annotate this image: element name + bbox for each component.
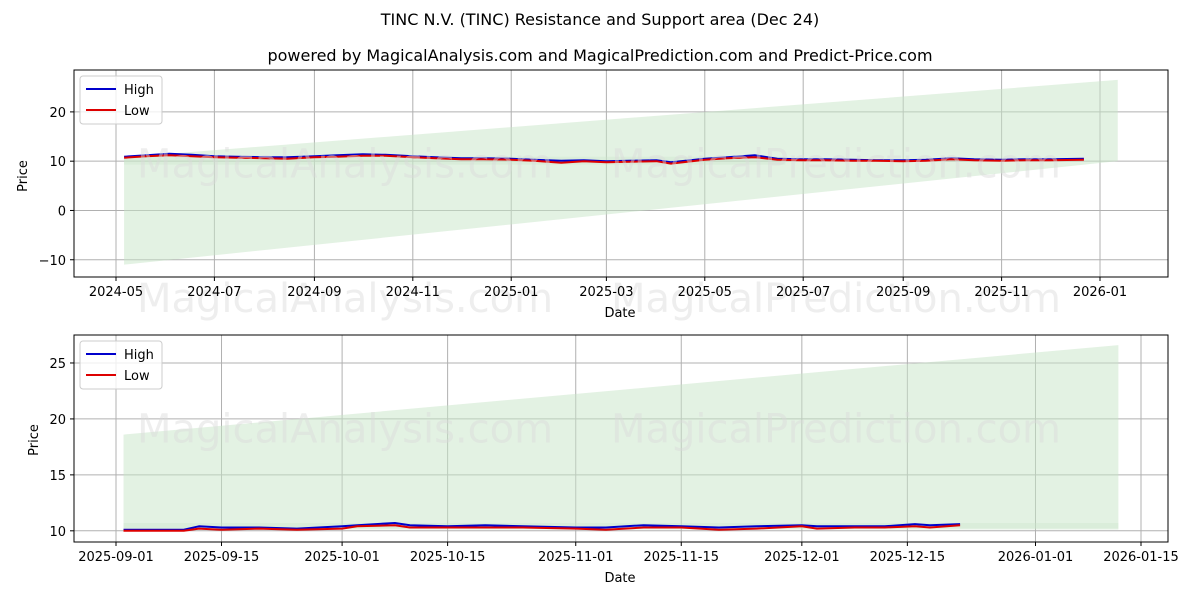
watermark-magicalanalysis: MagicalAnalysis.com [137, 142, 553, 188]
bottom-y-axis: 25 20 15 10 [49, 357, 74, 540]
bottom-x-axis-label: Date [604, 571, 635, 586]
top-chart: MagicalAnalysis.com MagicalPrediction.com… [16, 69, 1169, 323]
top-plot-frame [73, 69, 1169, 278]
x-tick-label: 2026-01-15 [1103, 550, 1179, 565]
x-tick-label: 2026-01-01 [998, 550, 1074, 565]
y-tick-label: 20 [49, 413, 66, 428]
top-price-lines [124, 152, 1084, 165]
y-tick-label: 25 [49, 357, 66, 372]
bottom-chart: MagicalAnalysis.com MagicalPrediction.com… [27, 334, 1179, 586]
x-tick-label: 2025-11-01 [538, 550, 614, 565]
resistance-support-area [123, 345, 1119, 529]
top-legend-high-label: High [124, 83, 154, 98]
watermark-magicalprediction-lower: MagicalPrediction.com [611, 276, 1061, 322]
low-price-line [123, 524, 961, 532]
y-tick-label: 10 [49, 525, 66, 540]
resistance-support-area [124, 79, 1118, 265]
top-legend-low-label: Low [124, 104, 150, 119]
x-tick-label: 2025-07 [776, 285, 830, 300]
watermark-magicalanalysis: MagicalAnalysis.com [137, 407, 553, 453]
y-tick-label: 15 [49, 469, 66, 484]
watermark-magicalprediction: MagicalPrediction.com [611, 142, 1061, 188]
y-tick-label: −10 [39, 254, 66, 269]
top-x-axis: 2024-05 2024-07 2024-09 2024-11 2025-01 2025-… [89, 277, 1127, 300]
bottom-plot-frame [73, 334, 1169, 543]
x-tick-label: 2024-05 [89, 285, 143, 300]
bottom-price-lines [123, 522, 961, 532]
top-x-axis-label: Date [604, 306, 635, 321]
bottom-x-axis: 2025-09-01 2025-09-15 2025-10-01 2025-10-15… [78, 542, 1179, 565]
x-tick-label: 2025-10-15 [410, 550, 486, 565]
bottom-legend-low-label: Low [124, 369, 150, 384]
bottom-legend: High Low [79, 340, 163, 390]
top-y-axis: 20 10 0 −10 [39, 106, 74, 269]
bottom-legend-high-label: High [124, 348, 154, 363]
top-watermark: MagicalAnalysis.com MagicalPrediction.com… [137, 142, 1061, 323]
x-tick-label: 2025-11-15 [643, 550, 719, 565]
bottom-y-axis-label: Price [27, 424, 42, 456]
chart-subtitle: powered by MagicalAnalysis.com and Magic… [267, 46, 933, 65]
x-tick-label: 2025-09 [876, 285, 930, 300]
x-tick-label: 2024-07 [187, 285, 241, 300]
chart-title: TINC N.V. (TINC) Resistance and Support … [380, 10, 820, 29]
x-tick-label: 2025-11 [974, 285, 1028, 300]
bottom-watermark: MagicalAnalysis.com MagicalPrediction.com [137, 407, 1061, 453]
x-tick-label: 2024-09 [287, 285, 341, 300]
x-tick-label: 2025-03 [579, 285, 633, 300]
x-tick-label: 2025-05 [678, 285, 732, 300]
top-legend: High Low [79, 75, 163, 125]
x-tick-label: 2024-11 [386, 285, 440, 300]
low-price-line [124, 154, 1084, 165]
x-tick-label: 2025-09-01 [78, 550, 154, 565]
x-tick-label: 2025-09-15 [184, 550, 260, 565]
y-tick-label: 10 [49, 155, 66, 170]
y-tick-label: 20 [49, 106, 66, 121]
watermark-magicalprediction: MagicalPrediction.com [611, 407, 1061, 453]
x-tick-label: 2025-12-01 [764, 550, 840, 565]
x-tick-label: 2026-01 [1073, 285, 1127, 300]
y-tick-label: 0 [58, 204, 66, 219]
x-tick-label: 2025-12-15 [870, 550, 946, 565]
watermark-magicalanalysis-lower: MagicalAnalysis.com [137, 276, 553, 322]
x-tick-label: 2025-10-01 [304, 550, 380, 565]
x-tick-label: 2025-01 [484, 285, 538, 300]
high-price-line [123, 522, 961, 531]
top-y-axis-label: Price [16, 160, 31, 192]
